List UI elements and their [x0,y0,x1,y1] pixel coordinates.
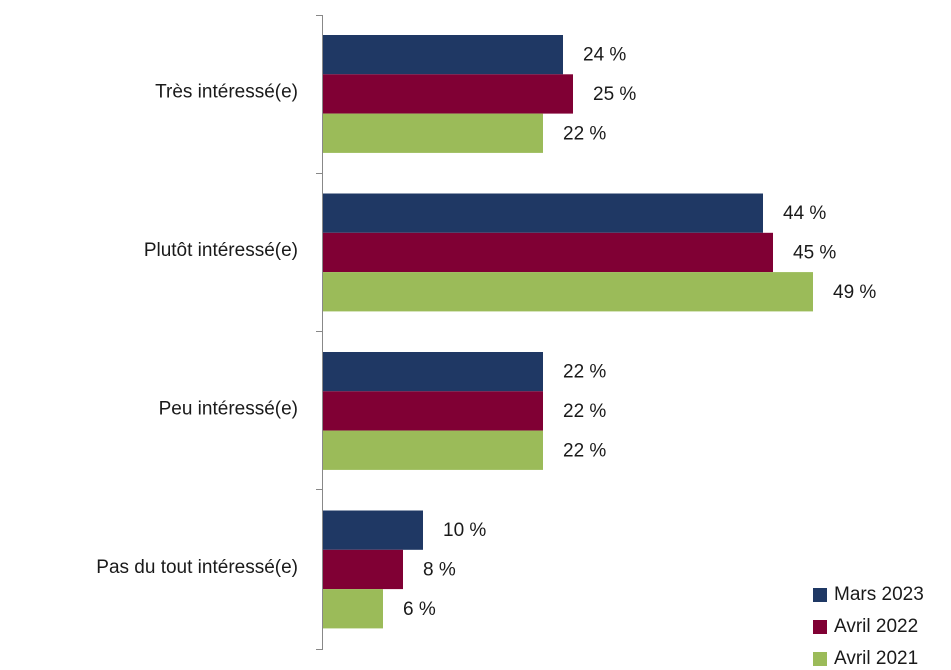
value-label: 44 % [783,203,826,224]
category-label: Plutôt intéressé(e) [144,240,298,261]
bar [323,391,543,431]
value-label: 45 % [793,242,836,263]
value-label: 25 % [593,84,636,105]
category-label: Peu intéressé(e) [159,398,298,419]
value-label: 22 % [563,362,606,383]
value-label: 49 % [833,282,876,303]
category-label: Très intéressé(e) [155,81,298,102]
bar [323,510,423,550]
value-label: 22 % [563,440,606,461]
bar [323,232,773,273]
bar [323,193,763,233]
value-label: 8 % [423,559,456,580]
legend-label: Avril 2022 [834,616,918,637]
category-label: Pas du tout intéressé(e) [96,557,298,578]
legend-label: Avril 2021 [834,648,918,669]
legend-swatch [813,620,827,634]
bar [323,113,543,153]
bar [323,74,573,114]
bar [323,589,383,629]
value-label: 24 % [583,45,626,66]
bar [323,35,563,75]
category-axis [316,15,323,650]
bar [323,352,543,392]
value-label: 10 % [443,520,486,541]
value-label: 22 % [563,401,606,422]
value-label: 6 % [403,599,436,620]
legend-label: Mars 2023 [834,584,924,605]
bar [323,549,403,590]
bar [323,430,543,470]
value-label: 22 % [563,123,606,144]
legend-swatch [813,588,827,602]
bar [323,272,813,312]
legend-swatch [813,652,827,666]
